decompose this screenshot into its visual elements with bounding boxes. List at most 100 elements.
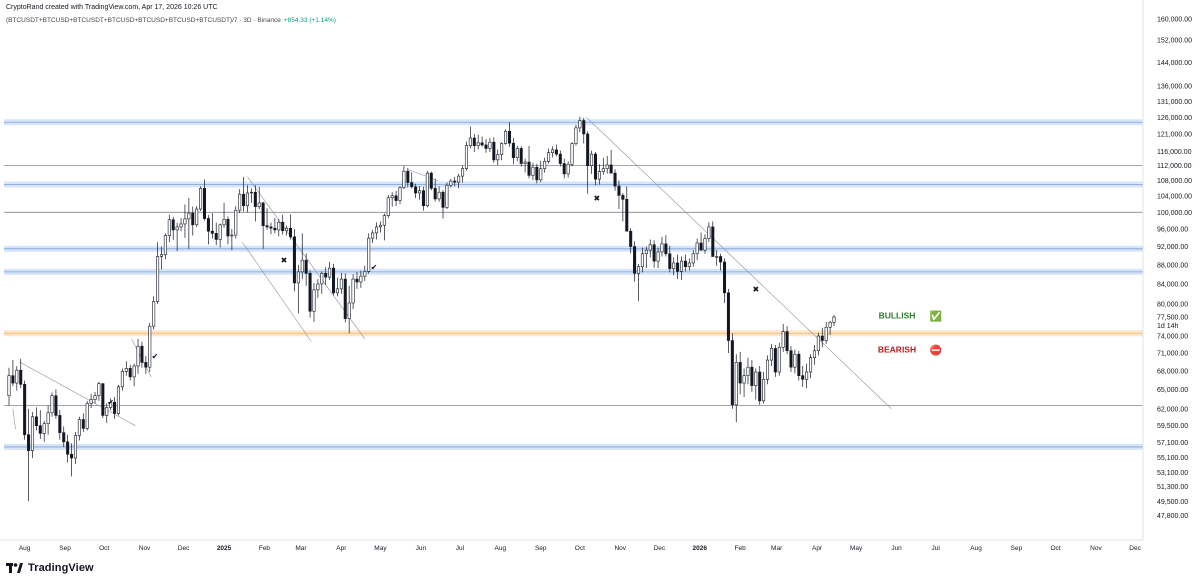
- candle: [226, 216, 230, 245]
- candle-body: [355, 278, 359, 283]
- candle: [593, 151, 598, 186]
- candle-body: [19, 369, 23, 385]
- candle-body: [828, 322, 832, 328]
- candle-body: [152, 301, 156, 327]
- candle-body: [812, 350, 816, 359]
- candle-body: [144, 362, 148, 368]
- candle-body: [781, 331, 785, 348]
- price-axis[interactable]: 160,000.00 152,000.00 144,000.00 136,000.00…: [1157, 17, 1192, 521]
- candle-body: [437, 191, 441, 200]
- candle-body: [593, 153, 598, 180]
- price-tick-label: 88,000.00: [1157, 262, 1188, 269]
- tradingview-logo[interactable]: TradingView: [6, 562, 94, 574]
- candle: [50, 392, 54, 417]
- candle-body: [406, 170, 410, 183]
- candle: [89, 393, 93, 409]
- candle: [687, 258, 691, 271]
- candle: [120, 368, 124, 391]
- candle: [797, 350, 801, 381]
- candle: [62, 426, 66, 447]
- candle: [410, 172, 414, 189]
- candle: [660, 236, 664, 257]
- candle-body: [464, 145, 468, 169]
- candle-body: [582, 120, 586, 135]
- candle: [750, 360, 754, 392]
- candle-body: [758, 371, 762, 402]
- candle-body: [277, 221, 281, 231]
- candle-body: [668, 253, 672, 269]
- candle: [504, 129, 508, 145]
- candle: [793, 349, 797, 374]
- price-tick-label: 121,000.00: [1157, 131, 1192, 138]
- candle-body: [601, 168, 605, 172]
- candle-body: [206, 218, 210, 232]
- candle: [347, 285, 351, 334]
- candle: [719, 253, 723, 271]
- candle: [81, 413, 85, 432]
- candle-body: [691, 253, 695, 264]
- price-tick-label: 108,000.00: [1157, 178, 1192, 185]
- candle-body: [762, 379, 766, 402]
- price-tick-label: 104,000.00: [1157, 194, 1192, 201]
- candle: [378, 221, 382, 233]
- candle-body: [73, 435, 77, 459]
- candle-body: [824, 326, 828, 341]
- candle: [202, 179, 207, 221]
- candle-body: [625, 199, 629, 232]
- candle-body: [101, 383, 105, 416]
- candle-body: [789, 350, 793, 368]
- candle: [101, 383, 105, 419]
- price-tick-label: 62,000.00: [1157, 406, 1188, 413]
- symbol-legend[interactable]: (BTCUSDT+BTCUSD+BTCUSDT+BTCUSD+BTCUSD+BT…: [6, 17, 336, 24]
- candle: [515, 145, 519, 162]
- candle: [97, 381, 101, 401]
- candle: [777, 342, 781, 376]
- candle: [820, 327, 824, 348]
- trendline: [586, 117, 892, 409]
- candle: [582, 117, 586, 144]
- trendline: [242, 241, 312, 342]
- candle-body: [371, 232, 375, 239]
- candle: [371, 229, 375, 243]
- candle: [789, 346, 793, 373]
- candle-body: [191, 212, 195, 226]
- time-tick-label: Sep: [535, 545, 547, 552]
- candle: [320, 271, 324, 294]
- bearish-signal-label: BEARISH: [878, 345, 916, 355]
- candle-body: [660, 243, 664, 253]
- candle-body: [500, 143, 504, 155]
- candles: [7, 116, 836, 502]
- candle: [199, 186, 203, 212]
- candle-body: [457, 175, 461, 183]
- candle-body: [363, 271, 367, 277]
- candle-body: [621, 195, 625, 200]
- time-tick-label: Nov: [614, 545, 626, 552]
- candle: [124, 361, 128, 376]
- time-axis[interactable]: Aug Sep Oct Nov Dec 2025 Feb Mar Apr May Jun Jul Aug…: [19, 545, 1142, 552]
- candle-body: [617, 185, 621, 196]
- candle-body: [105, 407, 109, 416]
- candle: [116, 384, 120, 416]
- candle: [464, 141, 468, 171]
- candle: [332, 263, 336, 296]
- time-tick-label: 2026: [693, 545, 708, 552]
- candle: [195, 206, 199, 227]
- candle-body: [816, 335, 820, 352]
- price-tick-label: 55,100.00: [1157, 455, 1188, 462]
- candle: [453, 176, 457, 187]
- time-tick-label: Mar: [771, 545, 783, 552]
- no-entry-icon: ⛔: [930, 344, 942, 357]
- candle-body: [769, 348, 773, 361]
- candle-body: [820, 335, 824, 341]
- candle: [316, 279, 320, 298]
- price-tick-label: 131,000.00: [1157, 99, 1192, 106]
- candle: [296, 264, 300, 314]
- candle: [406, 167, 410, 188]
- candle: [656, 247, 660, 269]
- candle: [418, 186, 422, 200]
- candle-body: [797, 353, 801, 376]
- candle-body: [550, 149, 554, 153]
- candle: [187, 197, 191, 249]
- time-tick-label: Dec: [654, 545, 666, 552]
